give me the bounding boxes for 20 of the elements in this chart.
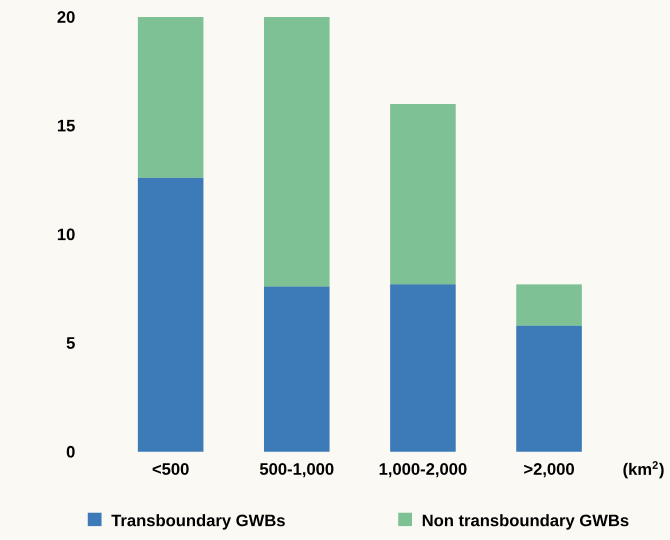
y-tick-label: 20 (57, 11, 75, 23)
x-tick-label: >2,000 (524, 463, 574, 478)
y-tick-label: 5 (66, 337, 75, 349)
legend-label: Transboundary GWBs (111, 514, 285, 530)
bar (264, 286, 330, 452)
text: (km$^{2}$) (623, 461, 664, 478)
x-tick-label: 500-1,000 (260, 463, 334, 478)
bar (390, 104, 456, 285)
bar (390, 284, 456, 452)
y-tick-label: 0 (66, 446, 75, 458)
y-tick-label: 15 (58, 120, 75, 132)
x-tick-label: 1,000-2,000 (380, 463, 467, 478)
bar (138, 17, 204, 178)
bar (138, 178, 204, 452)
legend-label: Non transboundary GWBs (422, 514, 628, 530)
y-tick-label: 10 (58, 228, 75, 240)
bar (516, 326, 582, 452)
bar (516, 284, 582, 326)
bar (264, 17, 330, 287)
x-tick-label: <500 (152, 463, 189, 475)
